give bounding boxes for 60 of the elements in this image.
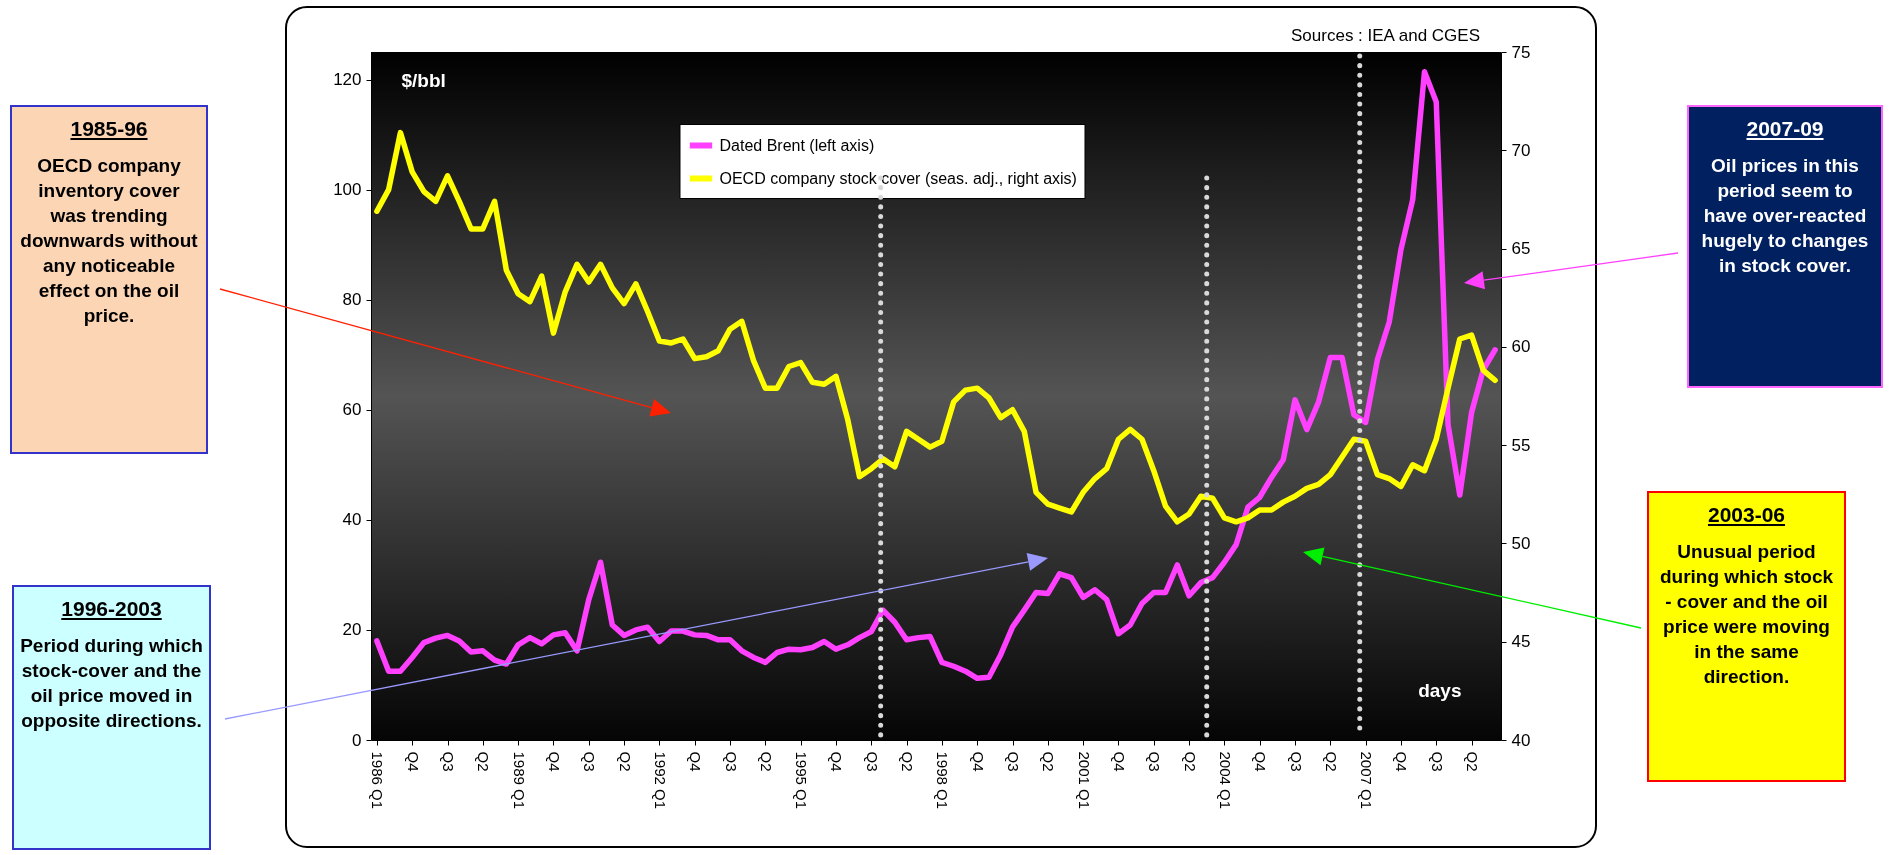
- x-tick-label: Q2: [899, 751, 917, 772]
- text: 1985-96: [69, 117, 149, 141]
- y-tick-label: 60: [342, 400, 362, 420]
- y-tick-label: 40: [342, 510, 362, 530]
- x-tick-label: Q4: [1252, 751, 1270, 772]
- legend-label: OECD company stock cover (seas. adj., right axis): [719, 169, 1077, 187]
- x-tick-label: 1986 Q1: [369, 751, 387, 810]
- y-tick-label: 20: [342, 620, 362, 640]
- x-tick-label: Q2: [757, 751, 775, 772]
- x-tick-label: 1998 Q1: [934, 751, 952, 810]
- x-tick-label: Q4: [969, 751, 987, 772]
- x-tick-label: Q3: [1146, 751, 1164, 772]
- y-tick-label: 100: [333, 180, 362, 200]
- text: OECD company inventory cover was trending downwards without any noticeable effect on the oil price.: [19, 154, 199, 329]
- x-tick-label: 2001 Q1: [1075, 751, 1093, 810]
- x-tick-label: 2007 Q1: [1358, 751, 1376, 810]
- x-tick-label: 1992 Q1: [651, 751, 669, 810]
- text: 2003-06: [1706, 503, 1787, 527]
- x-tick-label: Q3: [722, 751, 740, 772]
- y-axis-title: $/bbl: [401, 69, 446, 91]
- x-tick-label: Q4: [404, 751, 422, 772]
- y2-tick-label: 55: [1511, 435, 1531, 455]
- x-tick-label: Q4: [1110, 751, 1128, 772]
- x-tick-label: Q2: [1181, 751, 1199, 772]
- y-tick-label: 120: [333, 70, 362, 90]
- x-tick-label: Q3: [440, 751, 458, 772]
- x-tick-label: Q4: [687, 751, 705, 772]
- x-tick-label: Q3: [581, 751, 599, 772]
- x-tick-label: Q4: [828, 751, 846, 772]
- x-tick-label: Q2: [616, 751, 634, 772]
- y-tick-label: 0: [352, 730, 362, 750]
- text: 2007-09: [1745, 117, 1825, 141]
- x-tick-label: Q4: [545, 751, 563, 772]
- y2-tick-label: 70: [1511, 140, 1531, 160]
- y2-tick-label: 65: [1511, 239, 1531, 259]
- text: Unusual period during which stock - cover and the oil price were moving in the same direction.: [1658, 540, 1835, 690]
- text: Oil prices in this period seem to have over-reacted hugely to changes in stock cover.: [1700, 154, 1870, 279]
- x-tick-label: Q4: [1393, 751, 1411, 772]
- x-tick-label: Q2: [475, 751, 493, 772]
- x-tick-label: Q2: [1040, 751, 1058, 772]
- y2-tick-label: 75: [1511, 42, 1531, 62]
- x-tick-label: Q2: [1464, 751, 1482, 772]
- x-tick-label: Q3: [1287, 751, 1305, 772]
- x-tick-label: Q3: [1428, 751, 1446, 772]
- x-tick-label: 1995 Q1: [793, 751, 811, 810]
- legend-label: Dated Brent (left axis): [719, 136, 875, 154]
- source-note: Sources : IEA and CGES: [1291, 26, 1480, 46]
- y2-tick-label: 60: [1511, 337, 1531, 357]
- y2-tick-label: 40: [1511, 730, 1531, 750]
- y2-tick-label: 50: [1511, 533, 1531, 553]
- x-tick-label: 1989 Q1: [510, 751, 528, 810]
- text: Period during which stock-cover and the oil price moved in opposite directions.: [20, 634, 203, 734]
- y2-tick-label: 45: [1511, 632, 1531, 652]
- x-tick-label: Q3: [1005, 751, 1023, 772]
- y2-axis-title: days: [1418, 679, 1462, 701]
- x-tick-label: Q2: [1322, 751, 1340, 772]
- x-tick-label: 2004 Q1: [1216, 751, 1234, 810]
- x-tick-label: Q3: [863, 751, 881, 772]
- text: 1996-2003: [60, 597, 163, 621]
- y-tick-label: 80: [342, 290, 362, 310]
